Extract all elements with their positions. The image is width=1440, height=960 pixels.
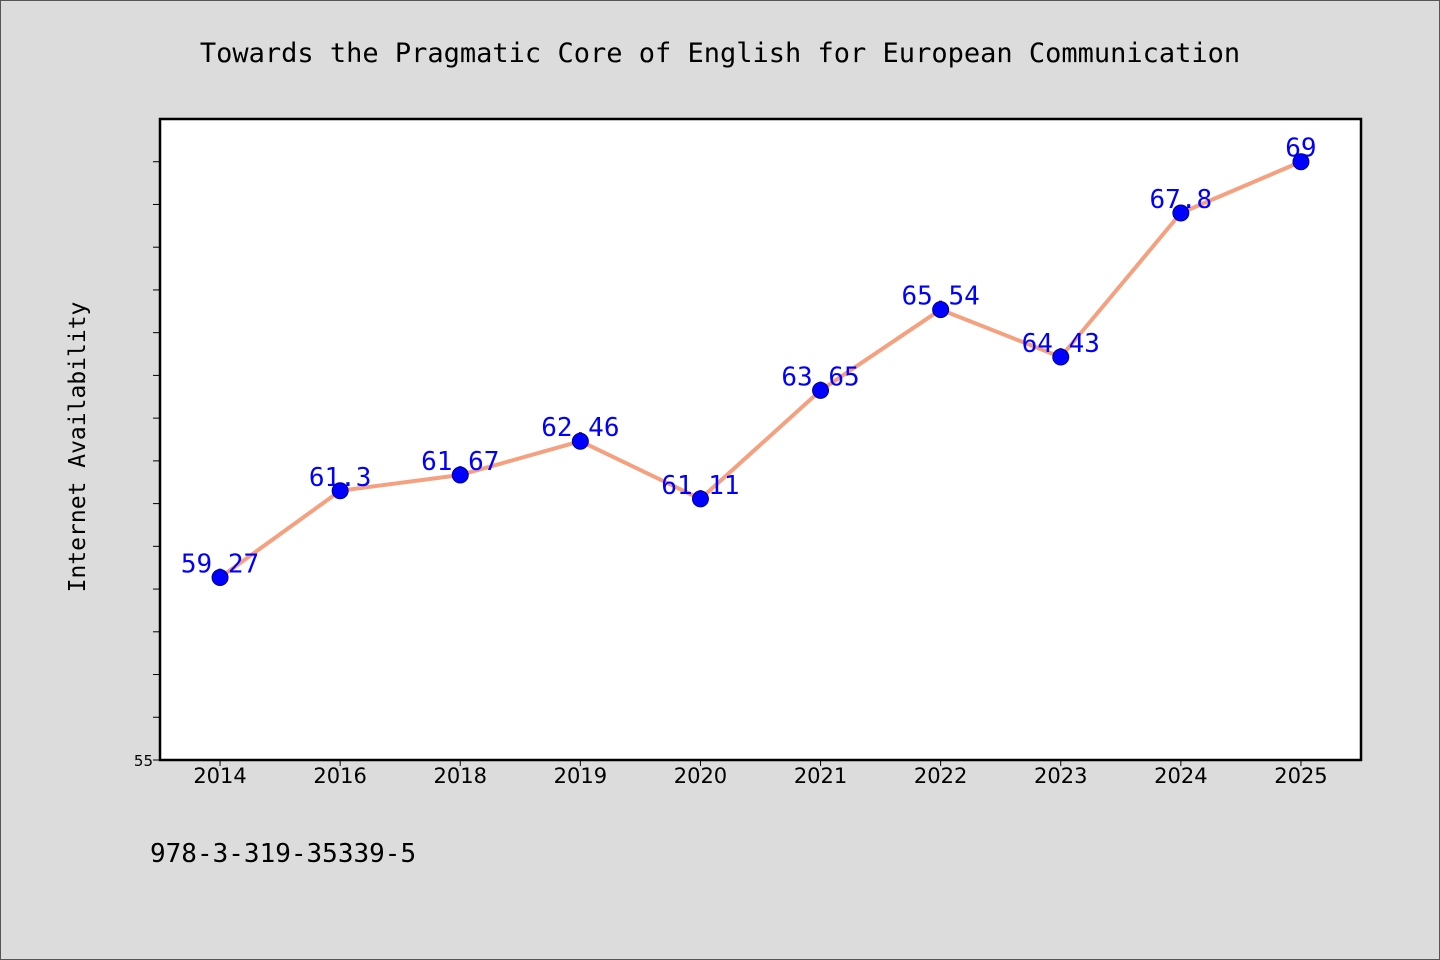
x-tick-label: 2018 — [434, 764, 487, 788]
series-layer — [218, 159, 1303, 580]
data-point — [1292, 153, 1310, 171]
x-tick-label: 2023 — [1034, 764, 1087, 788]
x-tick-label: 2014 — [193, 764, 246, 788]
y-axis-tick-labels: 55 — [134, 752, 153, 770]
series-line — [218, 159, 1303, 580]
data-point — [1172, 204, 1190, 222]
y-tick-label: 55 — [134, 752, 153, 770]
x-tick-label: 2024 — [1154, 764, 1207, 788]
y-axis-label: Internet Availability — [65, 302, 91, 593]
plot-area — [158, 117, 1363, 762]
data-point — [691, 490, 709, 508]
data-point — [211, 569, 229, 587]
data-point — [812, 381, 830, 399]
data-point — [571, 432, 589, 450]
data-point — [331, 482, 349, 500]
x-tick-label: 2022 — [914, 764, 967, 788]
x-tick-label: 2019 — [554, 764, 607, 788]
data-points — [211, 153, 1310, 587]
x-axis-ticks — [219, 760, 1302, 766]
footnote: 978-3-319-35339-5 — [150, 839, 416, 869]
x-axis-tick-labels: 2014 2016 2018 2019 2020 2021 2022 2023 2024 2025 — [193, 764, 1327, 788]
data-point — [1052, 348, 1070, 366]
data-point — [932, 301, 950, 319]
data-point — [451, 466, 469, 484]
x-tick-label: 2025 — [1274, 764, 1327, 788]
x-tick-label: 2021 — [794, 764, 847, 788]
x-tick-label: 2016 — [313, 764, 366, 788]
y-axis-ticks — [153, 161, 160, 761]
x-tick-label: 2020 — [674, 764, 727, 788]
chart-title: Towards the Pragmatic Core of English fo… — [200, 38, 1240, 69]
